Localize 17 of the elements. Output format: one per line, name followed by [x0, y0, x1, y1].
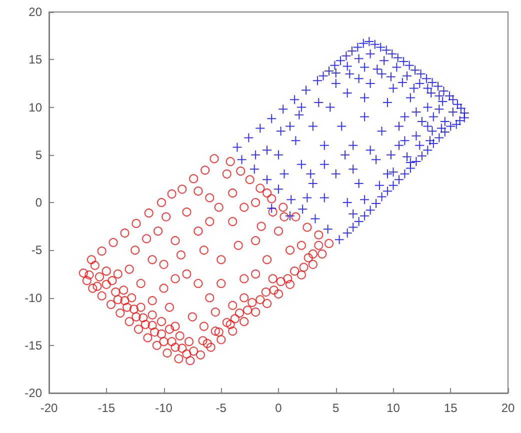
x-tick-label: 0	[275, 401, 282, 415]
x-tick-label: -10	[155, 401, 173, 415]
x-tick-label: -5	[216, 401, 227, 415]
x-tick-label: 15	[444, 401, 458, 415]
y-tick-label: -15	[24, 338, 42, 352]
x-tick-label: 20	[501, 401, 515, 415]
x-tick-label: 10	[386, 401, 400, 415]
y-tick-label: 0	[35, 196, 42, 210]
x-tick-label: -15	[98, 401, 116, 415]
y-tick-label: -20	[24, 386, 42, 400]
y-tick-label: 15	[28, 52, 42, 67]
x-tick-label: 5	[332, 401, 340, 415]
y-tick-label: -10	[24, 290, 42, 305]
y-tick-label: 20	[28, 5, 42, 19]
y-tick-label: -5	[31, 243, 42, 258]
y-tick-label: 5	[35, 148, 42, 162]
y-tick-label: 10	[28, 100, 42, 114]
